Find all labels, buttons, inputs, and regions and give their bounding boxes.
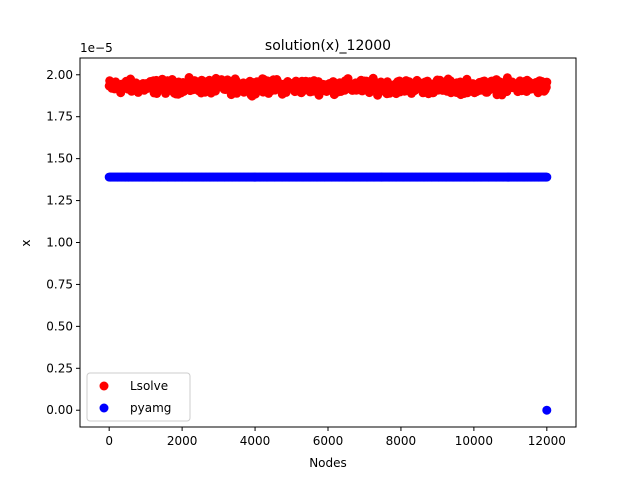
x-tick-label: 6000 xyxy=(313,434,344,448)
legend-box xyxy=(86,372,191,422)
legend-marker xyxy=(99,403,109,413)
y-tick-label: 0.00 xyxy=(46,403,73,417)
legend-marker xyxy=(99,381,109,391)
x-tick-label: 4000 xyxy=(240,434,271,448)
y-tick-label: 1.50 xyxy=(46,152,73,166)
y-offset-text: 1e−5 xyxy=(80,41,113,55)
legend: Lsolve pyamg xyxy=(86,372,191,422)
x-tick-label: 8000 xyxy=(386,434,417,448)
y-tick-label: 0.50 xyxy=(46,319,73,333)
series-pyamg xyxy=(104,172,552,415)
y-axis-label: x xyxy=(19,239,33,246)
x-tick-label: 2000 xyxy=(167,434,198,448)
legend-label: Lsolve xyxy=(130,379,168,393)
x-axis-label: Nodes xyxy=(309,456,347,470)
y-tick-label: 0.75 xyxy=(46,277,73,291)
x-tick-label: 0 xyxy=(105,434,113,448)
lsolve-point xyxy=(542,77,552,87)
pyamg-point xyxy=(542,172,552,182)
axes: 0 2000 4000 6000 8000 10000 12000 0.00 0.25 0.50 0… xyxy=(46,57,577,448)
chart-title: solution(x)_12000 xyxy=(265,38,391,54)
series-lsolve xyxy=(104,73,552,101)
x-tick-label: 10000 xyxy=(455,434,493,448)
x-tick-label: 12000 xyxy=(528,434,566,448)
y-tick-label: 0.25 xyxy=(46,361,73,375)
y-tick-label: 2.00 xyxy=(46,68,73,82)
legend-label: pyamg xyxy=(130,401,171,415)
y-tick-label: 1.25 xyxy=(46,194,73,208)
pyamg-outlier-point xyxy=(542,405,552,415)
y-tick-label: 1.00 xyxy=(46,236,73,250)
plot-area xyxy=(104,73,552,415)
y-tick-label: 1.75 xyxy=(46,110,73,124)
